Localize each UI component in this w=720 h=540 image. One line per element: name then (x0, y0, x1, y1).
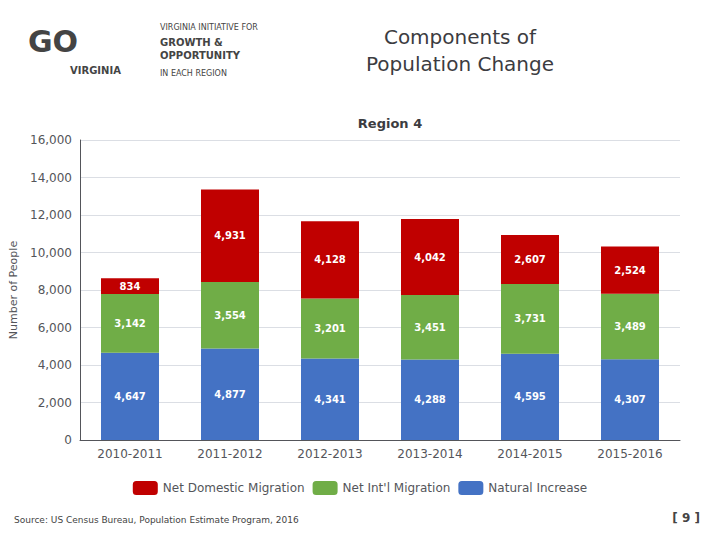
svg-text:4,288: 4,288 (414, 394, 446, 405)
svg-text:2,607: 2,607 (514, 254, 546, 265)
svg-text:3,489: 3,489 (614, 321, 646, 332)
svg-text:Natural Increase: Natural Increase (488, 481, 587, 495)
svg-text:3,731: 3,731 (514, 313, 546, 324)
svg-text:2014-2015: 2014-2015 (497, 447, 562, 461)
svg-text:2013-2014: 2013-2014 (397, 447, 462, 461)
svg-text:4,931: 4,931 (214, 230, 246, 241)
svg-text:12,000: 12,000 (30, 208, 72, 222)
svg-text:4,595: 4,595 (514, 391, 546, 402)
svg-text:Net Int'l Migration: Net Int'l Migration (343, 481, 451, 495)
svg-text:0: 0 (64, 433, 72, 447)
svg-text:2011-2012: 2011-2012 (197, 447, 262, 461)
svg-text:8,000: 8,000 (38, 283, 72, 297)
svg-text:4,042: 4,042 (414, 252, 446, 263)
svg-text:4,307: 4,307 (614, 394, 646, 405)
svg-text:GROWTH &: GROWTH & (160, 37, 223, 48)
svg-text:4,341: 4,341 (314, 394, 346, 405)
svg-text:[ 9 ]: [ 9 ] (672, 511, 700, 525)
svg-text:6,000: 6,000 (38, 321, 72, 335)
svg-text:VIRGINIA: VIRGINIA (70, 65, 121, 76)
svg-text:Population Change: Population Change (366, 52, 554, 76)
svg-text:4,647: 4,647 (114, 391, 146, 402)
svg-text:IN EACH REGION: IN EACH REGION (160, 69, 227, 78)
svg-text:Region 4: Region 4 (358, 116, 422, 131)
svg-text:VIRGINIA INITIATIVE FOR: VIRGINIA INITIATIVE FOR (160, 23, 258, 32)
svg-text:Net Domestic Migration: Net Domestic Migration (163, 481, 305, 495)
svg-text:3,451: 3,451 (414, 322, 446, 333)
svg-text:16,000: 16,000 (30, 133, 72, 147)
svg-text:3,554: 3,554 (214, 310, 246, 321)
svg-text:2,524: 2,524 (614, 265, 646, 276)
svg-text:3,201: 3,201 (314, 323, 346, 334)
svg-text:2015-2016: 2015-2016 (597, 447, 662, 461)
svg-text:3,142: 3,142 (114, 318, 146, 329)
svg-text:GO: GO (28, 24, 78, 59)
svg-text:4,000: 4,000 (38, 358, 72, 372)
svg-text:Number of People: Number of People (7, 241, 20, 340)
svg-text:Source: US Census Bureau, Popu: Source: US Census Bureau, Population Est… (14, 515, 299, 525)
svg-text:834: 834 (120, 281, 141, 292)
svg-text:2010-2011: 2010-2011 (97, 447, 162, 461)
svg-text:2,000: 2,000 (38, 396, 72, 410)
svg-text:Components of: Components of (384, 25, 537, 49)
svg-text:4,877: 4,877 (214, 389, 246, 400)
svg-text:10,000: 10,000 (30, 246, 72, 260)
svg-text:2012-2013: 2012-2013 (297, 447, 362, 461)
svg-text:4,128: 4,128 (314, 254, 346, 265)
svg-text:OPPORTUNITY: OPPORTUNITY (160, 50, 241, 61)
svg-text:14,000: 14,000 (30, 171, 72, 185)
